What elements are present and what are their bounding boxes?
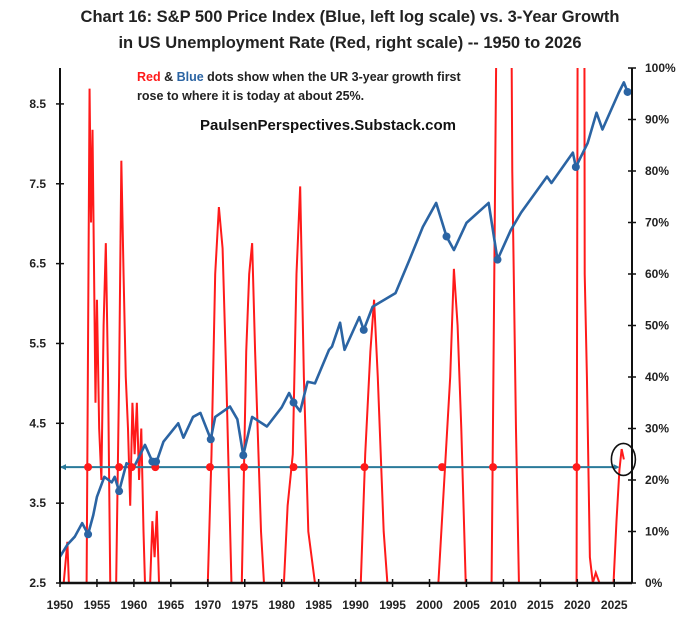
left-tick-label: 7.5 <box>29 177 46 191</box>
plot-area <box>60 68 637 584</box>
right-tick-label: 20% <box>645 473 669 487</box>
x-tick-label: 1985 <box>305 598 332 612</box>
right-tick-label: 70% <box>645 216 669 230</box>
x-tick-label: 1980 <box>268 598 295 612</box>
chart-title-line-2: in US Unemployment Rate (Red, right scal… <box>118 34 581 52</box>
right-tick-label: 80% <box>645 164 669 178</box>
x-tick-label: 1990 <box>342 598 369 612</box>
axes: 1950 1955 1960 1965 1970 1975 1980 1985 1990 1995… <box>29 61 676 612</box>
annotation-line-2: rose to where it is today at about 25%. <box>137 89 364 103</box>
annotation-line-1: Red & Blue dots show when the UR 3-year … <box>137 70 462 84</box>
left-tick-label: 6.5 <box>29 257 46 271</box>
annotation-amp: & <box>161 70 177 84</box>
left-tick-label: 4.5 <box>29 416 46 430</box>
reference-arrow-right-icon <box>613 464 620 471</box>
right-tick-label: 10% <box>645 525 669 539</box>
red-dot <box>489 463 498 472</box>
right-tick-label: 0% <box>645 576 663 590</box>
red-dot <box>84 463 93 472</box>
x-tick-label: 1950 <box>47 598 74 612</box>
x-tick-label: 2005 <box>453 598 480 612</box>
blue-dot <box>239 451 248 460</box>
left-tick-label: 8.5 <box>29 97 46 111</box>
x-tick-label: 1975 <box>231 598 258 612</box>
unemployment-growth-line <box>62 68 625 584</box>
x-tick-label: 1965 <box>158 598 185 612</box>
blue-dot <box>84 530 93 539</box>
x-tick-label: 2010 <box>490 598 517 612</box>
reference-arrow-left-icon <box>60 464 66 471</box>
red-dot <box>206 463 215 472</box>
blue-dot <box>493 255 502 264</box>
red-dot <box>115 463 124 472</box>
annotation-red-word: Red <box>137 70 161 84</box>
x-tick-label: 1960 <box>121 598 148 612</box>
blue-dot <box>571 163 580 172</box>
blue-dot <box>115 487 124 496</box>
right-tick-label: 90% <box>645 113 669 127</box>
red-dot <box>438 463 447 472</box>
red-dot <box>240 463 249 472</box>
watermark: PaulsenPerspectives.Substack.com <box>200 117 456 134</box>
series-group <box>60 68 632 584</box>
x-tick-label: 1970 <box>194 598 221 612</box>
x-tick-label: 1995 <box>379 598 406 612</box>
blue-dot <box>152 457 161 466</box>
blue-dot <box>442 232 451 241</box>
left-tick-label: 5.5 <box>29 336 46 350</box>
red-dot <box>572 463 581 472</box>
left-tick-label: 3.5 <box>29 496 46 510</box>
right-tick-label: 60% <box>645 267 669 281</box>
x-tick-label: 2025 <box>601 598 628 612</box>
chart-title-line-1: Chart 16: S&P 500 Price Index (Blue, lef… <box>81 8 620 26</box>
blue-dot <box>623 87 632 96</box>
red-dot <box>289 463 298 472</box>
x-tick-label: 2015 <box>527 598 554 612</box>
red-dot <box>360 463 369 472</box>
x-tick-label: 1955 <box>84 598 111 612</box>
blue-dot <box>289 398 298 407</box>
blue-dot <box>359 325 368 334</box>
x-tick-label: 2020 <box>564 598 591 612</box>
annotation-rest: dots show when the UR 3-year growth firs… <box>204 70 462 84</box>
right-tick-label: 40% <box>645 370 669 384</box>
sp500-line <box>60 81 629 558</box>
left-tick-label: 2.5 <box>29 576 46 590</box>
blue-dot <box>206 435 215 444</box>
red-dot <box>127 463 136 472</box>
right-tick-label: 30% <box>645 422 669 436</box>
annotation-blue-word: Blue <box>177 70 204 84</box>
right-tick-label: 50% <box>645 319 669 333</box>
current-level-circle <box>610 442 637 477</box>
right-tick-label: 100% <box>645 61 676 75</box>
x-tick-label: 2000 <box>416 598 443 612</box>
